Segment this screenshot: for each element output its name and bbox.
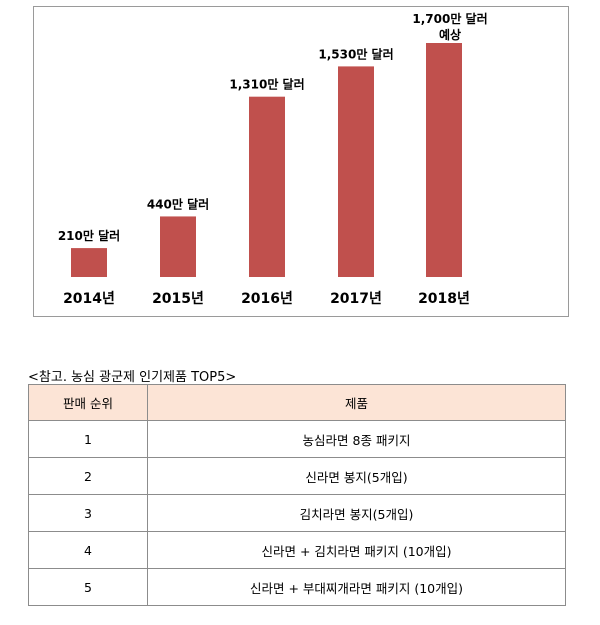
rank-cell: 2: [28, 457, 148, 495]
x-tick-label: 2017년: [330, 291, 382, 307]
table-header-row: 판매 순위 제품: [28, 384, 566, 421]
data-label: 1,530만 달러: [318, 46, 393, 61]
product-cell: 신라면 봉지(5개입): [147, 457, 566, 495]
product-cell: 농심라면 8종 패키지: [147, 420, 566, 458]
rank-cell: 5: [28, 568, 148, 606]
x-tick-label: 2014년: [63, 291, 115, 307]
chart-canvas: 210만 달러 2014년 440만 달러 2015년 1,310만 달러 2016년 1,…: [58, 11, 488, 307]
product-cell: 신라면 + 김치라면 패키지 (10개입): [147, 531, 566, 569]
bar-2018년: [426, 43, 462, 277]
rank-cell: 3: [28, 494, 148, 532]
table-caption: <참고. 농심 광군제 인기제품 TOP5>: [28, 370, 237, 385]
data-label: 1,310만 달러: [229, 77, 304, 92]
header-rank: 판매 순위: [28, 384, 148, 421]
data-label: 예상: [439, 27, 461, 42]
x-tick-label: 2016년: [241, 291, 293, 307]
product-cell: 신라면 + 부대찌개라면 패키지 (10개입): [147, 568, 566, 606]
table-row: 4 신라면 + 김치라면 패키지 (10개입): [28, 531, 566, 569]
table-row: 5 신라면 + 부대찌개라면 패키지 (10개입): [28, 568, 566, 606]
data-label: 1,700만 달러: [412, 11, 487, 26]
rank-cell: 4: [28, 531, 148, 569]
x-tick-label: 2015년: [152, 291, 204, 307]
bar-2016년: [249, 96, 285, 278]
table-row: 2 신라면 봉지(5개입): [28, 457, 566, 495]
bar-2014년: [71, 248, 107, 277]
top5-product-table: 판매 순위 제품 1 농심라면 8종 패키지 2 신라면 봉지(5개입) 3 김…: [28, 384, 566, 606]
data-label: 440만 달러: [147, 196, 209, 211]
header-product: 제품: [147, 384, 566, 421]
bar-2015년: [160, 216, 196, 277]
data-label: 210만 달러: [58, 228, 120, 243]
product-cell: 김치라면 봉지(5개입): [147, 494, 566, 532]
x-tick-label: 2018년: [418, 291, 470, 307]
bar-2017년: [338, 66, 374, 278]
rank-cell: 1: [28, 420, 148, 458]
table-row: 3 김치라면 봉지(5개입): [28, 494, 566, 532]
table-row: 1 농심라면 8종 패키지: [28, 420, 566, 458]
revenue-chart: 210만 달러 2014년 440만 달러 2015년 1,310만 달러 2016년 1,…: [33, 6, 569, 317]
